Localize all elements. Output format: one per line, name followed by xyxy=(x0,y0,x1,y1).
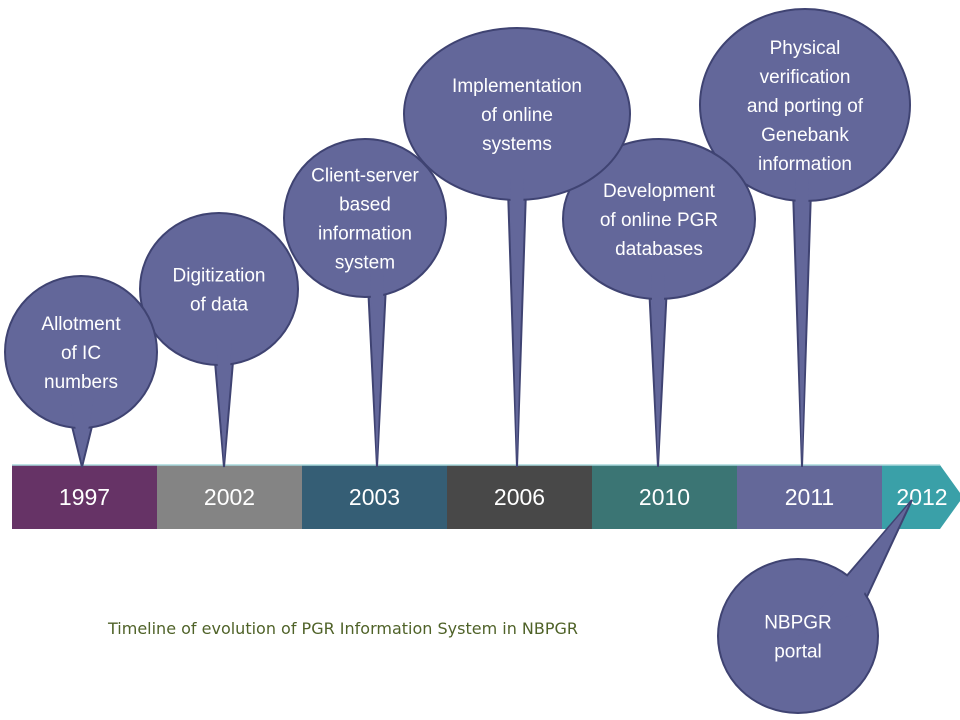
milestone-text: NBPGR xyxy=(764,613,832,634)
milestone-text: and porting of xyxy=(747,96,864,117)
milestone-text: databases xyxy=(615,239,703,260)
year-label: 2010 xyxy=(639,484,690,510)
milestone-text: systems xyxy=(482,134,552,155)
milestone-text: Digitization xyxy=(173,266,266,287)
milestone-text: of data xyxy=(190,295,249,316)
year-segment xyxy=(157,465,302,529)
milestone-text: Genebank xyxy=(761,125,849,146)
year-label: 2006 xyxy=(494,484,545,510)
milestone-text: numbers xyxy=(44,372,118,393)
callout-joint xyxy=(651,273,665,463)
milestone-text: based xyxy=(339,195,391,216)
milestone-text: information xyxy=(318,224,412,245)
year-label: 2003 xyxy=(349,484,400,510)
callout-joint xyxy=(510,178,524,463)
milestone-callouts: NBPGR portal Physical verification and porti… xyxy=(4,8,913,714)
callout-joint xyxy=(370,273,384,463)
year-label: 2011 xyxy=(785,484,834,510)
milestone-callout: Allotment of IC numbers xyxy=(4,275,158,468)
year-segment xyxy=(447,465,592,529)
milestone-callout: Client-server based information system xyxy=(283,138,447,468)
milestone-text: information xyxy=(758,154,852,175)
year-segment xyxy=(737,465,882,529)
milestone-callout: Physical verification and porting of Geneba… xyxy=(699,8,911,468)
year-segment xyxy=(12,465,157,529)
milestone-callout: Digitization of data xyxy=(139,212,299,468)
milestone-text: Implementation xyxy=(452,76,582,97)
callout-joint xyxy=(70,398,94,463)
milestone-text: Physical xyxy=(770,38,841,59)
milestone-text: Development xyxy=(603,181,716,202)
milestone-text: system xyxy=(335,253,395,274)
milestone-callout: Development of online PGR databases xyxy=(562,138,756,468)
milestone-text: of online PGR xyxy=(600,210,718,231)
year-segment xyxy=(592,465,737,529)
callout-joint xyxy=(216,338,232,463)
year-label: 2002 xyxy=(204,484,255,510)
milestone-text: of IC xyxy=(61,343,101,364)
year-label: 2012 xyxy=(896,484,947,510)
callout-joint xyxy=(798,504,909,636)
milestone-callout: NBPGR portal xyxy=(717,499,913,714)
milestone-callout: Implementation of online systems xyxy=(403,27,631,468)
milestone-text: portal xyxy=(774,642,822,663)
callout-joint xyxy=(795,178,809,463)
year-label: 1997 xyxy=(59,484,110,510)
milestone-text: of online xyxy=(481,105,553,126)
milestone-text: verification xyxy=(760,67,851,88)
milestone-text: Client-server xyxy=(311,166,419,187)
year-segment xyxy=(302,465,447,529)
milestone-text: Allotment xyxy=(41,314,121,335)
timeline-bar: 1997 2002 2003 2006 2010 2011 2012 xyxy=(12,464,960,529)
callout-bubble xyxy=(283,138,447,298)
diagram-caption: Timeline of evolution of PGR Information… xyxy=(107,619,578,638)
